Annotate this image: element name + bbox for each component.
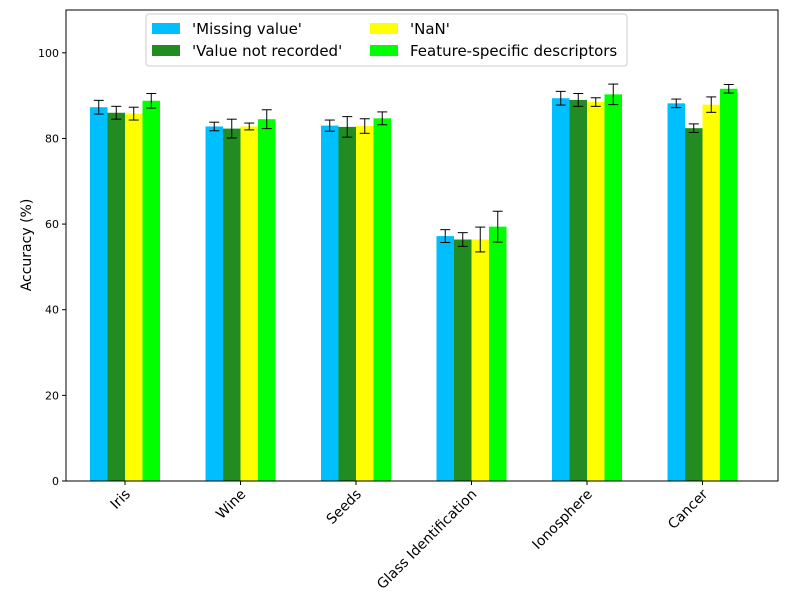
- bar: [552, 98, 570, 482]
- y-axis: 0 20 40 60 80 100: [38, 47, 66, 488]
- bar: [125, 113, 143, 482]
- error-bar: [324, 119, 335, 132]
- bar: [471, 239, 489, 481]
- bar: [587, 102, 605, 482]
- x-tick-label: Seeds: [324, 487, 365, 528]
- bar: [489, 226, 507, 481]
- error-bar: [723, 84, 734, 94]
- error-bar: [555, 90, 566, 106]
- error-bar: [457, 232, 468, 247]
- error-bar: [244, 122, 255, 131]
- bar: [338, 126, 356, 481]
- bar: [604, 94, 622, 482]
- error-bar: [261, 109, 272, 130]
- bar: [436, 236, 454, 481]
- x-tick-label: Iris: [108, 487, 134, 513]
- legend-label: 'Value not recorded': [192, 42, 342, 60]
- legend-swatch: [370, 23, 398, 34]
- error-bar: [688, 123, 699, 133]
- error-bar: [342, 116, 353, 138]
- error-bars-layer: [93, 83, 734, 253]
- y-tick-label: 0: [52, 475, 59, 488]
- x-tick-label: Wine: [213, 487, 249, 523]
- error-bar: [608, 83, 619, 106]
- error-bar: [128, 106, 139, 121]
- error-bar: [377, 111, 388, 126]
- y-tick-label: 80: [45, 132, 59, 145]
- y-axis-title: Accuracy (%): [19, 199, 35, 292]
- bar: [142, 100, 160, 482]
- bar: [205, 126, 223, 481]
- y-tick-label: 60: [45, 218, 59, 231]
- y-tick-label: 100: [38, 47, 59, 60]
- legend-label: 'Missing value': [192, 20, 302, 38]
- bar: [720, 88, 738, 481]
- error-bar: [359, 118, 370, 134]
- error-bar: [209, 121, 220, 132]
- bars-layer: [90, 88, 738, 482]
- error-bar: [573, 92, 584, 107]
- error-bar: [671, 98, 682, 109]
- error-bar: [111, 105, 122, 120]
- error-bar: [93, 99, 104, 115]
- bar: [356, 126, 374, 482]
- error-bar: [226, 118, 237, 139]
- legend-swatch: [370, 45, 398, 56]
- error-bar: [440, 229, 451, 244]
- bar: [240, 126, 258, 481]
- bar: [373, 118, 391, 481]
- error-bar: [706, 96, 717, 113]
- x-tick-label: Ionosphere: [529, 487, 595, 553]
- bar: [258, 119, 276, 481]
- legend: 'Missing value' 'Value not recorded' 'NaN'…: [145, 13, 628, 67]
- x-axis: Iris Wine Seeds Glass Identification Ionosph…: [108, 481, 711, 593]
- legend-swatch: [152, 45, 180, 56]
- x-tick-label: Glass Identification: [374, 487, 480, 593]
- bar: [667, 103, 685, 482]
- bar: [223, 128, 241, 481]
- error-bar: [590, 97, 601, 107]
- bar: [90, 107, 108, 482]
- bar: [685, 128, 703, 482]
- bar: [321, 125, 339, 481]
- legend-swatch: [152, 23, 180, 34]
- legend-label: Feature-specific descriptors: [410, 42, 617, 60]
- legend-box: [145, 13, 628, 67]
- error-bar: [146, 92, 157, 109]
- y-tick-label: 40: [45, 304, 59, 317]
- bar: [107, 112, 125, 481]
- plot-frame: [65, 9, 779, 482]
- bar: [454, 239, 472, 481]
- y-tick-label: 20: [45, 389, 59, 402]
- bar: [702, 104, 720, 482]
- error-bar: [492, 210, 503, 243]
- legend-label: 'NaN': [410, 20, 450, 38]
- x-tick-label: Cancer: [665, 486, 711, 532]
- error-bar: [475, 226, 486, 253]
- bar: [569, 99, 587, 481]
